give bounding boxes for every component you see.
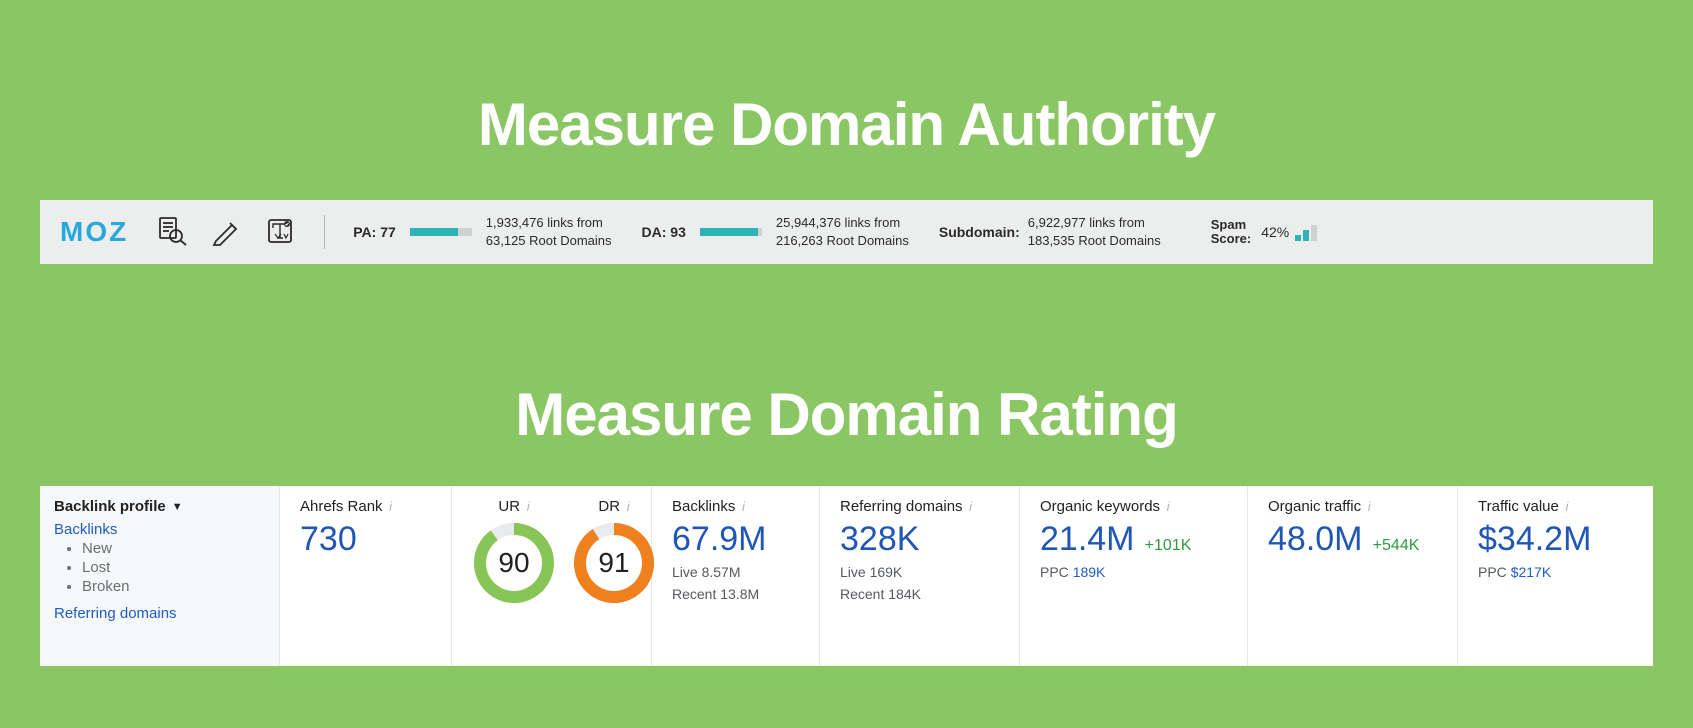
dr-gauge: DR i 91 — [572, 498, 656, 605]
sidebar-item-referring-domains[interactable]: Referring domains — [54, 605, 265, 622]
pa-bar-fill — [410, 228, 458, 236]
da-label: DA: 93 — [642, 224, 686, 240]
ahrefs-panel: Backlink profile ▼ Backlinks New Lost Br… — [40, 486, 1653, 666]
sidebar-item-broken[interactable]: Broken — [82, 578, 265, 595]
keyword-icon[interactable] — [264, 215, 296, 250]
ahrefs-rank-title: Ahrefs Rank i — [300, 498, 433, 515]
info-icon[interactable]: i — [1562, 499, 1569, 514]
pa-value: 77 — [380, 224, 396, 240]
sidebar-item-lost[interactable]: Lost — [82, 559, 265, 576]
info-icon[interactable]: i — [966, 499, 973, 514]
organic-traffic-value: 48.0M — [1268, 520, 1363, 558]
sidebar-item-backlinks[interactable]: Backlinks — [54, 521, 265, 538]
referring-domains-value: 328K — [840, 521, 1001, 558]
moz-logo: MOZ — [60, 216, 128, 248]
spam-score-label: Spam Score: — [1211, 218, 1251, 247]
traffic-value-value: $34.2M — [1478, 521, 1635, 558]
cell-organic-keywords: Organic keywords i 21.4M +101K PPC 189K — [1020, 486, 1248, 666]
sidebar-item-new[interactable]: New — [82, 540, 265, 557]
spam-score-value: 42% — [1261, 224, 1289, 240]
ahrefs-rank-value: 730 — [300, 521, 433, 558]
dr-value: 91 — [572, 521, 656, 605]
da-bar-fill — [700, 228, 758, 236]
subdomain-stats: 6,922,977 links from 183,535 Root Domain… — [1028, 214, 1161, 249]
cell-organic-traffic: Organic traffic i 48.0M +544K — [1248, 486, 1458, 666]
da-bar — [700, 228, 762, 236]
ahrefs-metrics-row: Ahrefs Rank i 730 UR i 90 DR i — [280, 486, 1653, 666]
info-icon[interactable]: i — [523, 499, 530, 514]
pa-stats: 1,933,476 links from 63,125 Root Domains — [486, 214, 612, 249]
heading-domain-rating: Measure Domain Rating — [0, 380, 1693, 449]
spam-score-bars-icon — [1295, 223, 1317, 241]
info-icon[interactable]: i — [1163, 499, 1170, 514]
sidebar-backlink-profile[interactable]: Backlink profile ▼ — [54, 498, 265, 515]
highlight-icon[interactable] — [210, 215, 242, 250]
cell-referring-domains: Referring domains i 328K Live 169K Recen… — [820, 486, 1020, 666]
organic-traffic-delta: +544K — [1373, 537, 1420, 554]
organic-keywords-value: 21.4M — [1040, 520, 1135, 558]
moz-toolbar: MOZ PA: 77 1,933,476 links from 63,125 R… — [40, 200, 1653, 264]
info-icon[interactable]: i — [386, 499, 393, 514]
da-stats: 25,944,376 links from 216,263 Root Domai… — [776, 214, 909, 249]
info-icon[interactable]: i — [738, 499, 745, 514]
ahrefs-sidebar: Backlink profile ▼ Backlinks New Lost Br… — [40, 486, 280, 666]
page-analysis-icon[interactable] — [156, 215, 188, 250]
subdomain-label: Subdomain: — [939, 224, 1020, 240]
cell-backlinks: Backlinks i 67.9M Live 8.57M Recent 13.8… — [652, 486, 820, 666]
ur-value: 90 — [472, 521, 556, 605]
da-value: 93 — [670, 224, 686, 240]
pa-label: PA: 77 — [353, 224, 396, 240]
caret-down-icon: ▼ — [172, 501, 183, 513]
organic-keywords-delta: +101K — [1145, 537, 1192, 554]
info-icon[interactable]: i — [623, 499, 630, 514]
heading-domain-authority: Measure Domain Authority — [0, 90, 1693, 159]
ur-gauge: UR i 90 — [472, 498, 556, 605]
moz-divider — [324, 215, 325, 249]
cell-ur-dr: UR i 90 DR i — [452, 486, 652, 666]
cell-traffic-value: Traffic value i $34.2M PPC $217K — [1458, 486, 1653, 666]
pa-bar — [410, 228, 472, 236]
info-icon[interactable]: i — [1364, 499, 1371, 514]
cell-ahrefs-rank: Ahrefs Rank i 730 — [280, 486, 452, 666]
backlinks-value: 67.9M — [672, 521, 801, 558]
moz-toolbar-icons — [156, 215, 296, 250]
